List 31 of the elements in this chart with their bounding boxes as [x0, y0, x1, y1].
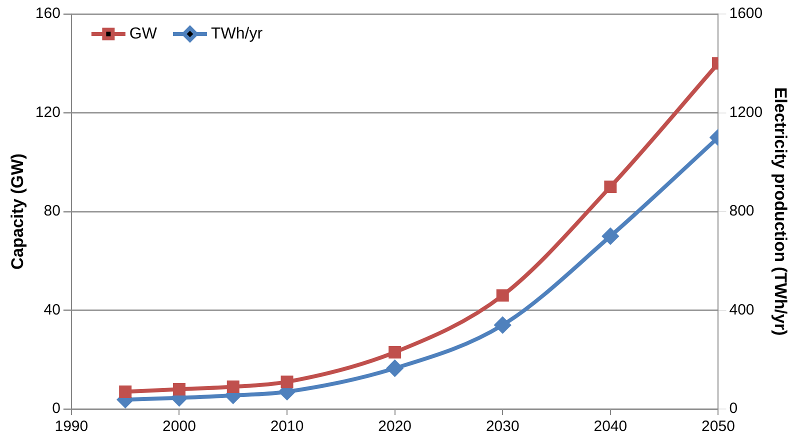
point — [119, 385, 132, 398]
y-tick-label: 80 — [44, 202, 60, 220]
x-tick-label: 2030 — [486, 418, 520, 436]
y-tick-label: 160 — [35, 5, 60, 22]
y2-tick-label: 400 — [729, 301, 754, 318]
legend-label: GW — [129, 25, 158, 42]
x-tick-label: 2050 — [702, 418, 735, 436]
y-axis-title: Capacity (GW) — [8, 153, 27, 270]
x-tick-label: 1990 — [54, 418, 88, 436]
y2-axis-title: Electricity production (TWh/yr) — [771, 87, 790, 336]
y2-tick-label: 800 — [729, 202, 754, 220]
y-tick-label: 40 — [44, 301, 60, 318]
point — [280, 376, 294, 388]
point — [496, 289, 509, 302]
y2-tick-label: 1600 — [729, 5, 763, 22]
point — [602, 228, 618, 244]
point — [386, 360, 403, 376]
y-tick-label: 0 — [52, 400, 60, 418]
x-tick-label: 2010 — [270, 418, 304, 436]
point — [604, 180, 617, 194]
legend-label: TWh/yr — [210, 25, 264, 42]
y2-tick-label: 1200 — [729, 104, 763, 121]
point — [172, 383, 186, 396]
point — [494, 317, 511, 334]
y-tick-label: 120 — [35, 104, 60, 121]
y2-tick-label: 0 — [729, 400, 738, 418]
point — [226, 380, 240, 394]
point — [388, 346, 402, 358]
x-tick-label: 2020 — [378, 418, 412, 436]
x-tick-label: 2000 — [162, 418, 196, 436]
x-tick-label: 2040 — [594, 418, 628, 436]
